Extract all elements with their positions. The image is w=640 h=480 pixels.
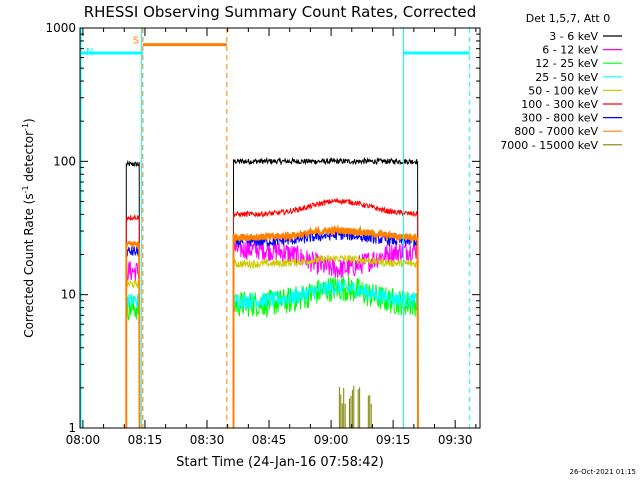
series-line — [125, 223, 419, 429]
y-tick-label: 100 — [53, 154, 76, 168]
x-tick-label: 08:15 — [128, 433, 163, 447]
x-tick-label: 09:30 — [438, 433, 473, 447]
series-line — [125, 197, 419, 429]
y-tick-label: 1 — [68, 421, 76, 435]
legend-title: Det 1,5,7, Att 0 — [526, 12, 610, 25]
x-tick-label: 08:00 — [66, 433, 101, 447]
plot-area: SN — [80, 28, 471, 429]
footer-date: 26-Oct-2021 01:15 — [570, 468, 636, 476]
legend-entry-label: 800 - 7000 keV — [514, 125, 598, 138]
plot-frame — [79, 27, 481, 429]
flag-label: N — [86, 47, 93, 58]
axes: 08:00 08:15 08:30 08:45 09:00 09:15 09:30 1 10 10… — [45, 21, 480, 447]
x-tick-label: 09:00 — [314, 433, 349, 447]
x-tick-label: 08:30 — [190, 433, 225, 447]
series-line — [125, 279, 419, 429]
legend-entry-label: 100 - 300 keV — [521, 98, 598, 111]
flag-label: S — [133, 36, 139, 47]
x-tick-label: 09:15 — [376, 433, 411, 447]
y-axis-label: Corrected Count Rate (s-1 detector-1) — [21, 118, 36, 337]
legend-entry-label: 25 - 50 keV — [535, 71, 598, 84]
legend-entry-label: 7000 - 15000 keV — [500, 139, 598, 152]
y-tick-label: 10 — [61, 288, 76, 302]
legend-entry-label: 50 - 100 keV — [528, 84, 598, 97]
x-tick-label: 08:45 — [252, 433, 287, 447]
series-line — [125, 253, 419, 429]
y-tick-label: 1000 — [45, 21, 76, 35]
legend-entry-label: 300 - 800 keV — [521, 112, 598, 125]
chart-title: RHESSI Observing Summary Count Rates, Co… — [84, 3, 477, 21]
legend-entry-label: 12 - 25 keV — [535, 57, 598, 70]
series-line — [125, 238, 419, 429]
series-line — [125, 156, 419, 429]
x-axis-label: Start Time (24-Jan-16 07:58:42) — [176, 455, 384, 470]
legend-entry-label: 6 - 12 keV — [542, 44, 598, 57]
legend-entry-label: 3 - 6 keV — [549, 30, 598, 43]
